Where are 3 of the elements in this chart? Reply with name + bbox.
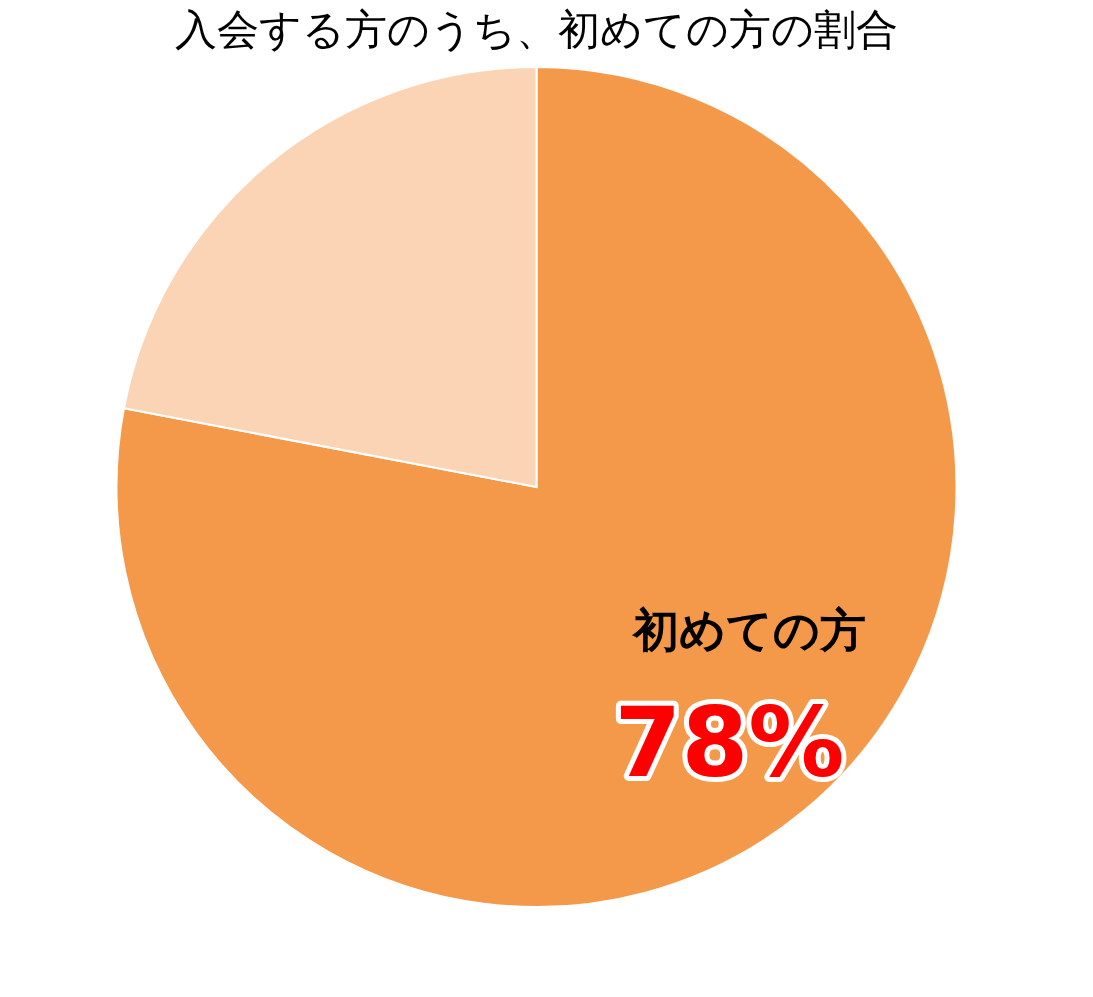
data-label: 78% — [614, 686, 845, 799]
chart-title: 入会する方のうち、初めての方の割合 — [175, 5, 898, 54]
slice-label: 初めての方 — [630, 602, 866, 657]
